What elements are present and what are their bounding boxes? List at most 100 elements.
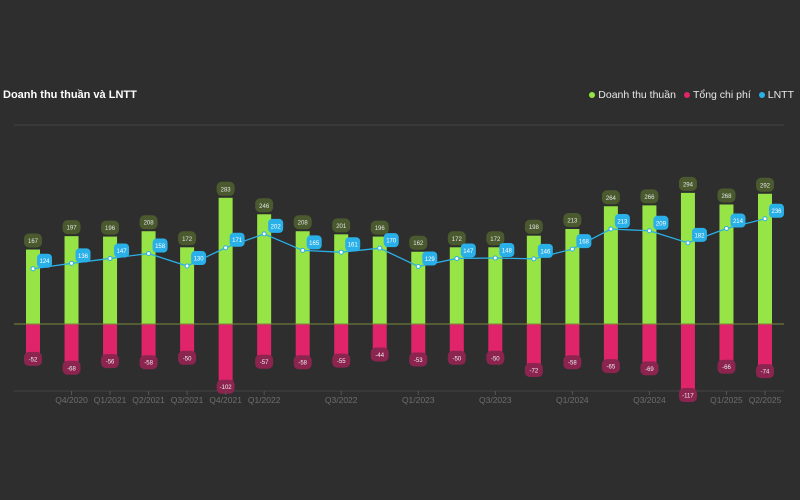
revenue-bar [449, 247, 464, 324]
profit-point [531, 256, 537, 262]
profit-point [69, 260, 75, 266]
cost-data-label: -58 [144, 361, 153, 367]
profit-data-label: 202 [271, 224, 282, 230]
x-tick-label: Q2/2025 [749, 395, 782, 405]
profit-label-bg [75, 248, 91, 263]
revenue-bar [680, 192, 695, 324]
cost-bar [758, 324, 772, 366]
cost-label-bg [486, 350, 505, 365]
revenue-label-bg [601, 190, 620, 205]
cost-label-bg [101, 354, 120, 369]
revenue-label-bg [563, 213, 582, 228]
cost-label-bg [293, 355, 312, 370]
revenue-label-bg [178, 231, 197, 246]
profit-label-bg [268, 218, 284, 233]
cost-bar [257, 324, 272, 356]
cost-bar [719, 324, 734, 361]
cost-bar [103, 324, 118, 356]
profit-data-label: 147 [117, 249, 128, 255]
revenue-bar [758, 193, 772, 324]
profit-label-bg [191, 251, 207, 266]
profit-point [454, 255, 460, 261]
cost-label-bg [178, 350, 197, 365]
x-tick-label: Q1/2024 [556, 395, 589, 405]
cost-data-label: -57 [260, 360, 269, 366]
cost-label-bg [409, 352, 428, 367]
profit-data-label: 236 [771, 209, 782, 215]
profit-point [107, 255, 113, 261]
cost-label-bg [332, 353, 351, 368]
revenue-bar [642, 205, 657, 324]
cost-label-bg [62, 360, 81, 375]
cost-label-bg [678, 388, 697, 403]
cost-label-bg [370, 347, 389, 362]
revenue-label-bg [678, 176, 697, 191]
legend-item-profit[interactable]: LNTT [758, 89, 794, 101]
cost-bar [526, 324, 541, 365]
profit-data-label: 182 [694, 233, 705, 239]
revenue-data-label: 196 [105, 226, 116, 232]
profit-point [762, 216, 768, 222]
profit-label-bg [383, 233, 399, 248]
profit-point [685, 240, 691, 246]
cost-data-label: -102 [220, 385, 233, 391]
profit-point [300, 247, 306, 253]
revenue-label-bg [447, 231, 466, 246]
cost-data-label: -69 [645, 367, 654, 373]
revenue-bar [719, 204, 734, 324]
legend: Doanh thu thuần Tổng chi phí LNTT [589, 89, 794, 101]
x-tick-label: Q1/2022 [248, 395, 281, 405]
profit-label-bg [537, 243, 553, 258]
profit-data-label: 124 [39, 259, 50, 265]
profit-point [723, 226, 729, 232]
cost-data-label: -50 [183, 356, 192, 362]
revenue-bar [218, 197, 233, 324]
profit-data-label: 130 [194, 257, 205, 263]
cost-bar [64, 324, 79, 362]
legend-dot-revenue [589, 92, 596, 98]
cost-data-label: -74 [761, 370, 770, 376]
cost-data-label: -44 [375, 353, 384, 359]
cost-bar [141, 324, 156, 357]
revenue-label-bg [486, 231, 505, 246]
revenue-bar [603, 206, 618, 324]
profit-label-bg [229, 232, 245, 247]
x-tick-label: Q3/2024 [633, 395, 666, 405]
profit-point [492, 255, 498, 261]
cost-data-label: -55 [337, 359, 346, 365]
legend-item-cost[interactable]: Tổng chi phí [683, 89, 751, 101]
revenue-bar [257, 214, 272, 324]
revenue-label-bg [293, 215, 312, 230]
cost-label-bg [139, 355, 158, 370]
legend-item-revenue[interactable]: Doanh thu thuần [589, 89, 676, 101]
revenue-label-bg [370, 220, 389, 235]
profit-label-bg [499, 242, 515, 257]
cost-data-label: -66 [722, 365, 731, 371]
x-tick-label: Q3/2021 [171, 395, 204, 405]
revenue-data-label: 283 [221, 187, 232, 193]
revenue-label-bg [101, 220, 120, 235]
profit-point [338, 249, 344, 255]
profit-point [415, 263, 421, 269]
revenue-data-label: 172 [182, 237, 193, 243]
cost-data-label: -58 [298, 361, 307, 367]
cost-label-bg [524, 363, 543, 378]
revenue-bar [295, 231, 310, 324]
chart-title: Doanh thu thuần và LNTT [3, 89, 137, 101]
profit-label-bg [769, 203, 784, 218]
profit-data-label: 170 [386, 239, 397, 245]
cost-bar [603, 324, 618, 361]
profit-label-bg [345, 237, 361, 252]
profit-point [608, 226, 614, 232]
revenue-bar [372, 236, 387, 324]
x-tick-label: Q1/2025 [710, 395, 743, 405]
cost-data-label: -50 [452, 356, 461, 362]
x-tick-label: Q4/2020 [55, 395, 88, 405]
profit-label-bg [653, 215, 669, 230]
profit-label-bg [730, 213, 746, 228]
cost-bar [26, 324, 40, 353]
revenue-label-bg [717, 188, 736, 203]
profit-point [646, 228, 652, 234]
revenue-label-bg [24, 233, 42, 248]
profit-point [184, 263, 190, 269]
